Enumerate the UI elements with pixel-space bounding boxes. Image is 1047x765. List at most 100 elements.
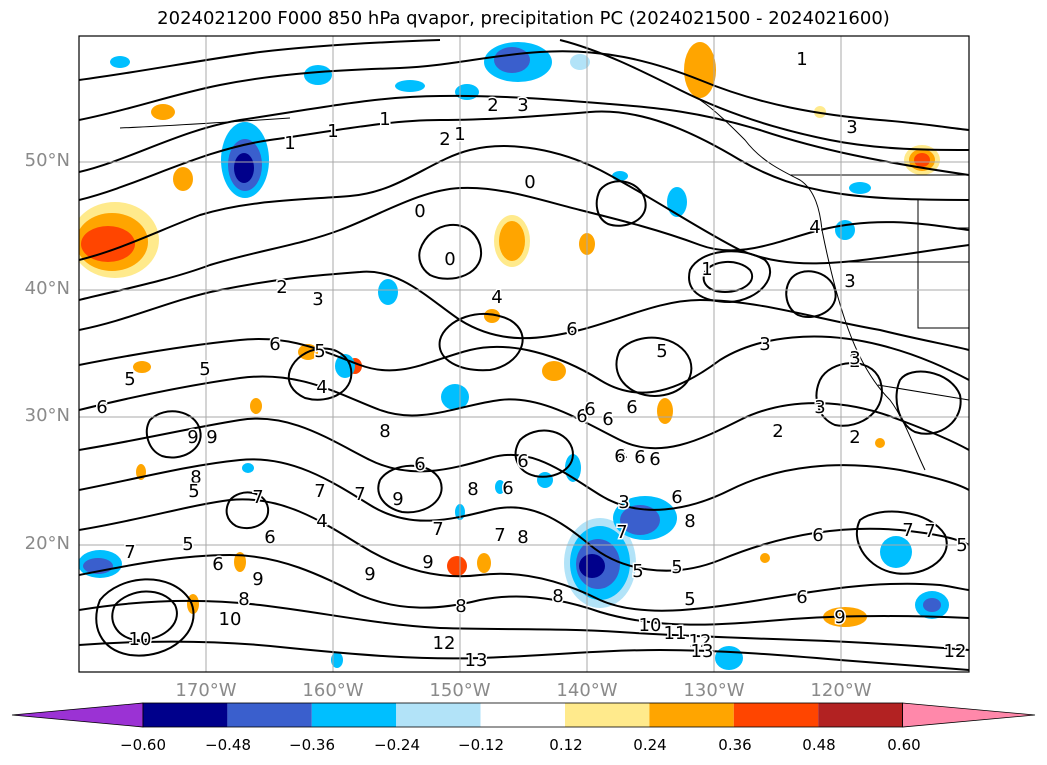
graticule-layer bbox=[79, 36, 969, 672]
contour-value-label: 7 bbox=[314, 481, 325, 502]
contour-value-label: 2 bbox=[439, 129, 450, 150]
contour-value-label: 7 bbox=[124, 542, 135, 563]
coastline-layer bbox=[119, 99, 969, 471]
longitude-label-170w: 170°W bbox=[175, 680, 237, 701]
contour-value-label: 12 bbox=[433, 633, 456, 654]
contour-value-label: 8 bbox=[379, 421, 390, 442]
contour-value-label: 7 bbox=[924, 521, 935, 542]
contour-value-label: 7 bbox=[252, 487, 263, 508]
contour-value-label: 6 bbox=[649, 449, 660, 470]
contour-value-label: 10 bbox=[129, 629, 152, 650]
colorbar-tick-label: 0.24 bbox=[633, 736, 667, 754]
contour-value-label: 4 bbox=[809, 217, 820, 238]
contour-value-label: 5 bbox=[632, 561, 643, 582]
contour-value-label: 6 bbox=[602, 409, 613, 430]
contour-value-label: 5 bbox=[956, 535, 967, 556]
contour-value-label: 6 bbox=[634, 447, 645, 468]
colorbar-segment bbox=[818, 703, 903, 727]
contour-value-label: 3 bbox=[517, 95, 528, 116]
contour-value-label: 2 bbox=[487, 95, 498, 116]
contour-value-label: 4 bbox=[616, 445, 627, 466]
contour-value-label: 6 bbox=[566, 319, 577, 340]
contour-value-label: 6 bbox=[212, 554, 223, 575]
longitude-label-150w: 150°W bbox=[429, 680, 491, 701]
contour-value-label: 1 bbox=[284, 134, 295, 155]
contour-value-label: 5 bbox=[124, 369, 135, 390]
colorbar-segment bbox=[311, 703, 397, 727]
colorbar-tick-label: −0.48 bbox=[205, 736, 251, 754]
contour-value-label: 7 bbox=[494, 525, 505, 546]
contour-value-label: 1 bbox=[796, 49, 807, 70]
contour-value-label: 3 bbox=[846, 117, 857, 138]
contour-value-label: 8 bbox=[552, 586, 563, 607]
contour-value-label: 5 bbox=[314, 341, 325, 362]
map-frame bbox=[78, 35, 970, 673]
contour-value-label: 1 bbox=[284, 133, 295, 154]
contour-value-label: 8 bbox=[517, 527, 528, 548]
latitude-label-20n: 20°N bbox=[24, 533, 70, 554]
contour-value-label: 6 bbox=[614, 446, 625, 467]
contour-value-label: 5 bbox=[199, 359, 210, 380]
contour-value-label: 10 bbox=[219, 609, 242, 630]
contour-value-label: 9 bbox=[364, 564, 375, 585]
contour-value-label: 6 bbox=[264, 527, 275, 548]
contour-value-label: 3 bbox=[618, 492, 629, 513]
contour-value-label: 2 bbox=[849, 351, 860, 372]
colorbar-tick-label: 0.36 bbox=[718, 736, 752, 754]
contour-value-label: 1 bbox=[327, 121, 338, 142]
contour-value-label: 6 bbox=[414, 454, 425, 475]
contour-value-label: 6 bbox=[671, 487, 682, 508]
qvapor-contour-layer bbox=[79, 39, 969, 671]
colorbar-segment bbox=[227, 703, 312, 727]
colorbar-tick-label: 0.60 bbox=[887, 736, 921, 754]
contour-value-label: 6 bbox=[796, 587, 807, 608]
colorbar-segment bbox=[565, 703, 650, 727]
colorbar-tick-label: −0.60 bbox=[120, 736, 166, 754]
contour-value-label: 9 bbox=[252, 569, 263, 590]
longitude-label-130w: 130°W bbox=[683, 680, 745, 701]
latitude-label-50n: 50°N bbox=[24, 150, 70, 171]
contour-value-label: 7 bbox=[616, 522, 627, 543]
contour-value-label: 6 bbox=[96, 397, 107, 418]
contour-value-label: 12 bbox=[689, 631, 712, 652]
contour-value-label: 8 bbox=[455, 596, 466, 617]
colorbar-segment bbox=[143, 703, 228, 727]
contour-value-label: 7 bbox=[354, 484, 365, 505]
contour-value-label: 0 bbox=[524, 172, 535, 193]
contour-value-label: 1 bbox=[701, 259, 712, 280]
contour-value-label: 1 bbox=[454, 124, 465, 145]
longitude-label-140w: 140°W bbox=[556, 680, 618, 701]
contour-value-label: 0 bbox=[414, 201, 425, 222]
contour-value-label: 6 bbox=[502, 478, 513, 499]
contour-value-label: 6 bbox=[626, 397, 637, 418]
latitude-label-30n: 30°N bbox=[24, 405, 70, 426]
map-background bbox=[79, 36, 969, 672]
contour-value-label: 8 bbox=[190, 467, 201, 488]
contour-value-label: 4 bbox=[316, 377, 327, 398]
colorbar-frame bbox=[142, 702, 903, 728]
longitude-label-160w: 160°W bbox=[302, 680, 364, 701]
contour-value-label: 6 bbox=[269, 334, 280, 355]
contour-value-label: 9 bbox=[834, 607, 845, 628]
colorbar-segment bbox=[649, 703, 734, 727]
precipitation-fill-layer bbox=[79, 42, 949, 670]
contour-value-label: 7 bbox=[432, 519, 443, 540]
contour-value-label: 13 bbox=[465, 650, 488, 671]
colorbar bbox=[11, 702, 1036, 728]
contour-value-label: 5 bbox=[684, 589, 695, 610]
contour-value-label: 10 bbox=[639, 615, 662, 636]
contour-value-label: 5 bbox=[656, 341, 667, 362]
contour-value-label: 6 bbox=[584, 399, 595, 420]
colorbar-tick-label: −0.24 bbox=[374, 736, 420, 754]
colorbar-extend-high bbox=[902, 702, 1036, 728]
contour-value-label: 13 bbox=[691, 641, 714, 662]
contour-value-label: 6 bbox=[812, 525, 823, 546]
contour-value-label: 5 bbox=[671, 557, 682, 578]
contour-value-label: 6 bbox=[576, 406, 587, 427]
contour-value-label: 9 bbox=[422, 552, 433, 573]
contour-value-label: 9 bbox=[206, 427, 217, 448]
contour-value-label: 6 bbox=[517, 451, 528, 472]
colorbar-tick-label: 0.48 bbox=[802, 736, 836, 754]
